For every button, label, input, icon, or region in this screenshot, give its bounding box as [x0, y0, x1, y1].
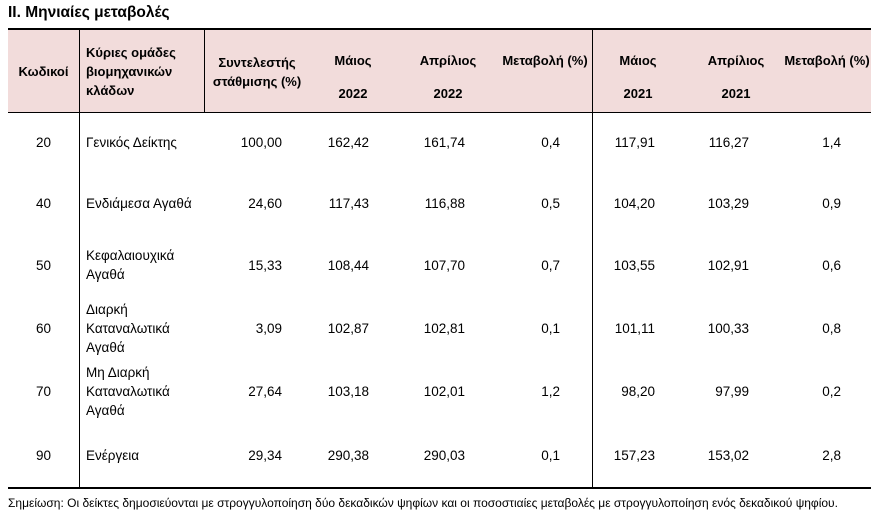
- cell-weight: 100,00: [240, 135, 282, 150]
- cell-apr-2022: 116,88: [424, 196, 465, 211]
- cell-may-2022: 102,87: [327, 321, 369, 336]
- cell-may-2021: 157,23: [613, 448, 655, 463]
- cell-change-2022: 0,1: [541, 448, 560, 463]
- cell-apr-2022: 161,74: [423, 135, 465, 150]
- cell-change-2021: 2,8: [822, 448, 841, 463]
- cell-change-2022: 1,2: [541, 384, 560, 399]
- cell-may-2021: 117,91: [614, 135, 655, 150]
- cell-group: Ενδιάμεσα Αγαθά: [86, 196, 192, 211]
- cell-change-2022: 0,1: [541, 321, 560, 336]
- cell-may-2022: 103,18: [327, 384, 369, 399]
- cell-weight: 27,64: [248, 384, 282, 399]
- cell-weight: 29,34: [248, 448, 282, 463]
- cell-apr-2021: 116,27: [708, 135, 749, 150]
- cell-change-2021: 0,6: [822, 258, 841, 273]
- cell-change-2021: 1,4: [822, 135, 841, 150]
- cell-may-2022: 162,42: [327, 135, 369, 150]
- header-change-2022: Μεταβολή (%): [502, 53, 588, 68]
- cell-apr-2021: 103,29: [707, 196, 749, 211]
- cell-code: 70: [35, 384, 52, 399]
- cell-group: Ενέργεια: [86, 448, 140, 463]
- cell-may-2022: 108,44: [327, 258, 369, 273]
- header-may-2021-month: Μάιος: [619, 53, 657, 68]
- header-change-2021: Μεταβολή (%): [784, 53, 870, 68]
- header-code: Κωδικοί: [18, 64, 69, 79]
- header-apr-2021-year: 2021: [721, 86, 751, 101]
- cell-may-2021: 103,55: [613, 258, 655, 273]
- header-may-2022-year: 2022: [338, 86, 368, 101]
- cell-group: Γενικός Δείκτης: [86, 135, 177, 150]
- column-divider: [204, 30, 205, 112]
- cell-apr-2021: 153,02: [707, 448, 749, 463]
- cell-apr-2022: 290,03: [423, 448, 465, 463]
- cell-apr-2022: 102,81: [423, 321, 465, 336]
- cell-code: 20: [35, 135, 52, 150]
- table-header: [8, 30, 871, 113]
- header-group: Κύριες ομάδες βιομηχανικών κλάδων: [86, 45, 176, 98]
- header-apr-2021-month: Απρίλιος: [707, 53, 765, 68]
- cell-apr-2021: 97,99: [715, 384, 749, 399]
- cell-change-2021: 0,8: [822, 321, 841, 336]
- cell-change-2021: 0,9: [822, 196, 841, 211]
- cell-change-2022: 0,7: [541, 258, 560, 273]
- cell-change-2021: 0,2: [822, 384, 841, 399]
- cell-may-2022: 290,38: [327, 448, 369, 463]
- footnote: Σημείωση: Οι δείκτες δημοσιεύονται με στ…: [8, 496, 838, 510]
- cell-apr-2021: 102,91: [707, 258, 749, 273]
- cell-code: 60: [35, 321, 52, 336]
- header-apr-2022-month: Απρίλιος: [419, 53, 477, 68]
- cell-group: Διαρκή Καταναλωτικά Αγαθά: [86, 302, 170, 355]
- cell-code: 90: [35, 448, 52, 463]
- cell-change-2022: 0,4: [541, 135, 560, 150]
- cell-group: Μη Διαρκή Καταναλωτικά Αγαθά: [86, 365, 170, 418]
- cell-may-2021: 98,20: [621, 384, 655, 399]
- data-table: Κωδικοί Κύριες ομάδες βιομηχανικών κλάδω…: [8, 28, 871, 489]
- cell-may-2021: 101,11: [614, 321, 655, 336]
- cell-weight: 24,60: [248, 196, 282, 211]
- cell-apr-2021: 100,33: [707, 321, 749, 336]
- page-title: II. Μηνιαίες μεταβολές: [8, 4, 170, 21]
- column-divider: [592, 30, 593, 487]
- column-divider: [79, 30, 80, 487]
- cell-change-2022: 0,5: [541, 196, 560, 211]
- cell-weight: 15,33: [248, 258, 282, 273]
- header-may-2021-year: 2021: [623, 86, 653, 101]
- header-apr-2022-year: 2022: [433, 86, 463, 101]
- cell-apr-2022: 107,70: [423, 258, 465, 273]
- cell-group: Κεφαλαιουχικά Αγαθά: [86, 248, 175, 282]
- header-weight: Συντελεστής στάθμισης (%): [212, 55, 302, 89]
- cell-may-2021: 104,20: [613, 196, 655, 211]
- cell-code: 40: [35, 196, 52, 211]
- cell-may-2022: 117,43: [328, 196, 369, 211]
- cell-weight: 3,09: [255, 321, 282, 336]
- header-may-2022-month: Μάιος: [334, 53, 372, 68]
- cell-apr-2022: 102,01: [423, 384, 465, 399]
- cell-code: 50: [35, 258, 52, 273]
